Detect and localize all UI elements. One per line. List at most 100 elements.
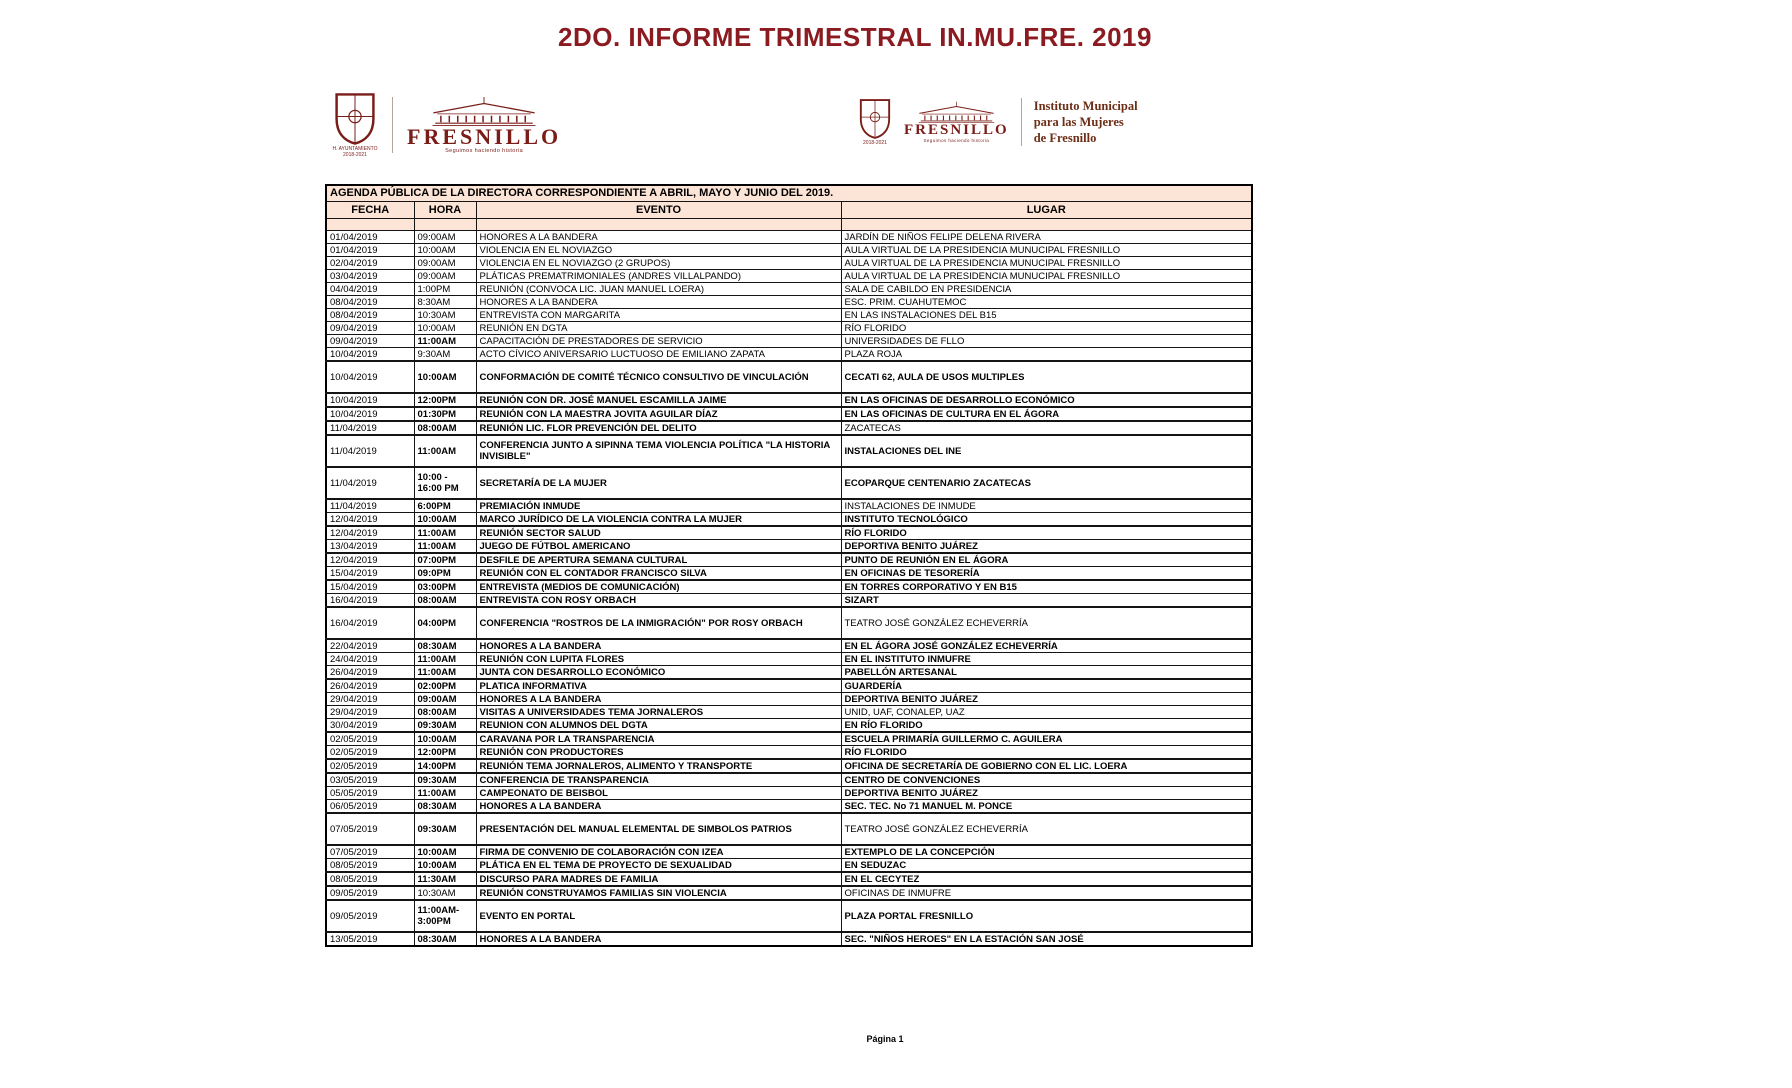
table-spacer-row <box>325 218 1253 231</box>
cell-hora: 11:00AM <box>413 786 477 800</box>
cell-hora: 09:00AM <box>413 256 477 270</box>
cell-lugar: OFICINAS DE INMUFRE <box>840 885 1253 901</box>
table-row: 02/04/2019 09:00AM VIOLENCIA EN EL NOVIAZG… <box>325 256 1253 270</box>
cell-hora: 10:30AM <box>413 885 477 901</box>
cell-fecha: 10/04/2019 <box>325 392 415 408</box>
cell-evento: HONORES A LA BANDERA <box>475 638 842 653</box>
cell-hora: 09:00AM <box>413 230 477 244</box>
table-row: 07/05/2019 09:30AM PRESENTACIÓN DEL MANUAL… <box>325 812 1253 846</box>
cell-lugar: OFICINA DE SECRETARÍA DE GOBIERNO CON EL… <box>840 758 1253 774</box>
municipal-seal-icon: H. AYUNTAMIENTO 2018-2021 <box>332 92 378 158</box>
cell-evento: CAPACITACIÓN DE PRESTADORES DE SERVICIO <box>475 334 842 348</box>
cell-evento: FIRMA DE CONVENIO DE COLABORACIÓN CON IZ… <box>475 844 842 859</box>
cell-hora: 10:30AM <box>413 308 477 322</box>
cell-hora: 09:30AM <box>413 772 477 787</box>
cell-fecha: 09/05/2019 <box>325 885 415 901</box>
cell-hora: 10:00AM <box>413 243 477 257</box>
cell-evento: VIOLENCIA EN EL NOVIAZGO (2 GRUPOS) <box>475 256 842 270</box>
table-row: 09/04/2019 10:00AM REUNIÓN EN DGTA RÍO FLOR… <box>325 321 1253 335</box>
table-row: 12/04/2019 07:00PM DESFILE DE APERTURA SEM… <box>325 552 1253 567</box>
table-row: 30/04/2019 09:30AM REUNION CON ALUMNOS DEL… <box>325 718 1253 733</box>
cell-evento: REUNIÓN CON PRODUCTORES <box>475 745 842 760</box>
cell-evento: REUNIÓN TEMA JORNALEROS, ALIMENTO Y TRAN… <box>475 758 842 774</box>
cell-lugar: CECATI 62, AULA DE USOS MULTIPLES <box>840 360 1253 394</box>
cell-evento: REUNIÓN CON EL CONTADOR FRANCISCO SILVA <box>475 566 842 581</box>
cell-lugar: RÍO FLORIDO <box>840 745 1253 760</box>
building-icon <box>432 96 536 126</box>
table-row: 09/05/2019 11:00AM-3:00PM EVENTO EN PORTAL… <box>325 899 1253 933</box>
table-row: 10/04/2019 10:00AM CONFORMACIÓN DE COMITÉ … <box>325 360 1253 394</box>
seal-caption: H. AYUNTAMIENTO <box>332 146 378 152</box>
table-row: 08/04/2019 8:30AM HONORES A LA BANDERA ESC.… <box>325 295 1253 309</box>
table-row: 02/05/2019 12:00PM REUNIÓN CON PRODUCTORES… <box>325 745 1253 760</box>
building-icon <box>918 101 995 123</box>
cell-fecha: 02/04/2019 <box>325 256 415 270</box>
table-row: 09/05/2019 10:30AM REUNIÓN CONSTRUYAMOS FA… <box>325 885 1253 901</box>
cell-evento: MARCO JURÍDICO DE LA VIOLENCIA CONTRA LA… <box>475 512 842 527</box>
cell-hora: 08:00AM <box>413 420 477 436</box>
table-row: 26/04/2019 11:00AM JUNTA CON DESARROLLO EC… <box>325 665 1253 680</box>
cell-hora: 12:00PM <box>413 392 477 408</box>
seal-years: 2018-2021 <box>863 140 887 146</box>
cell-evento: PRESENTACIÓN DEL MANUAL ELEMENTAL DE SIM… <box>475 812 842 846</box>
cell-lugar: EN SEDUZAC <box>840 858 1253 873</box>
cell-hora: 11:00AM <box>413 652 477 666</box>
cell-lugar: EN LAS OFICINAS DE CULTURA EN EL ÁGORA <box>840 406 1253 422</box>
cell-hora: 1:00PM <box>413 282 477 296</box>
cell-lugar: SEC. TEC. No 71 MANUEL M. PONCE <box>840 799 1253 814</box>
cell-hora: 8:30AM <box>413 295 477 309</box>
col-header-hora: HORA <box>413 201 477 219</box>
cell-hora: 11:00AM <box>413 665 477 680</box>
cell-lugar: PLAZA ROJA <box>840 347 1253 362</box>
cell-hora: 6:00PM <box>413 498 477 513</box>
cell-evento: CONFORMACIÓN DE COMITÉ TÉCNICO CONSULTIV… <box>475 360 842 394</box>
cell-fecha: 15/04/2019 <box>325 579 415 594</box>
cell-lugar: TEATRO JOSÉ GONZÁLEZ ECHEVERRÍA <box>840 606 1253 640</box>
table-row: 13/05/2019 08:30AM HONORES A LA BANDERA SEC… <box>325 931 1253 947</box>
cell-fecha: 08/04/2019 <box>325 295 415 309</box>
cell-evento: HONORES A LA BANDERA <box>475 295 842 309</box>
agenda-table: AGENDA PÚBLICA DE LA DIRECTORA CORRESPON… <box>325 184 1253 947</box>
cell-fecha: 11/04/2019 <box>325 420 415 436</box>
cell-fecha: 16/04/2019 <box>325 593 415 608</box>
cell-lugar: ECOPARQUE CENTENARIO ZACATECAS <box>840 466 1253 500</box>
cell-evento: JUEGO DE FÚTBOL AMERICANO <box>475 539 842 554</box>
cell-lugar: EN RÍO FLORIDO <box>840 718 1253 733</box>
cell-evento: REUNIÓN EN DGTA <box>475 321 842 335</box>
cell-fecha: 13/04/2019 <box>325 539 415 554</box>
fresnillo-wordmark: FRESNILLO <box>904 122 1009 138</box>
cell-fecha: 12/04/2019 <box>325 512 415 527</box>
cell-hora: 09:30AM <box>413 718 477 733</box>
cell-evento: DESFILE DE APERTURA SEMANA CULTURAL <box>475 552 842 567</box>
cell-evento: SECRETARÍA DE LA MUJER <box>475 466 842 500</box>
table-row: 15/04/2019 03:00PM ENTREVISTA (MEDIOS DE C… <box>325 579 1253 594</box>
table-row: 07/05/2019 10:00AM FIRMA DE CONVENIO DE CO… <box>325 844 1253 859</box>
table-caption: AGENDA PÚBLICA DE LA DIRECTORA CORRESPON… <box>325 184 1253 202</box>
cell-fecha: 29/04/2019 <box>325 705 415 719</box>
cell-evento: CONFERENCIA JUNTO A SIPINNA TEMA VIOLENC… <box>475 434 842 468</box>
table-row: 02/05/2019 14:00PM REUNIÓN TEMA JORNALEROS… <box>325 758 1253 774</box>
cell-hora: 11:00AM <box>413 334 477 348</box>
cell-evento: CONFERENCIA "ROSTROS DE LA INMIGRACIÓN" … <box>475 606 842 640</box>
cell-evento: JUNTA CON DESARROLLO ECONÓMICO <box>475 665 842 680</box>
cell-lugar: UNID, UAF, CONALEP, UAZ <box>840 705 1253 719</box>
cell-lugar: AULA VIRTUAL DE LA PRESIDENCIA MUNUCIPAL… <box>840 256 1253 270</box>
cell-fecha: 07/05/2019 <box>325 844 415 859</box>
cell-hora: 14:00PM <box>413 758 477 774</box>
cell-evento: REUNIÓN CON LA MAESTRA JOVITA AGUILAR DÍ… <box>475 406 842 422</box>
cell-lugar: EN LAS OFICINAS DE DESARROLLO ECONÓMICO <box>840 392 1253 408</box>
col-header-fecha: FECHA <box>325 201 415 219</box>
cell-fecha: 04/04/2019 <box>325 282 415 296</box>
page-number: Página 1 <box>866 1034 904 1044</box>
cell-hora: 11:00AM <box>413 434 477 468</box>
cell-fecha: 09/04/2019 <box>325 334 415 348</box>
cell-hora: 02:00PM <box>413 678 477 693</box>
cell-lugar: EXTEMPLO DE LA CONCEPCIÓN <box>840 844 1253 859</box>
table-row: 29/04/2019 08:00AM VISITAS A UNIVERSIDADES… <box>325 705 1253 719</box>
table-row: 08/05/2019 11:30AM DISCURSO PARA MADRES DE… <box>325 871 1253 887</box>
cell-hora: 08:30AM <box>413 931 477 947</box>
cell-lugar: SALA DE CABILDO EN PRESIDENCIA <box>840 282 1253 296</box>
cell-hora: 12:00PM <box>413 745 477 760</box>
cell-lugar: ESC. PRIM. CUAHUTEMOC <box>840 295 1253 309</box>
cell-evento: CONFERENCIA DE TRANSPARENCIA <box>475 772 842 787</box>
